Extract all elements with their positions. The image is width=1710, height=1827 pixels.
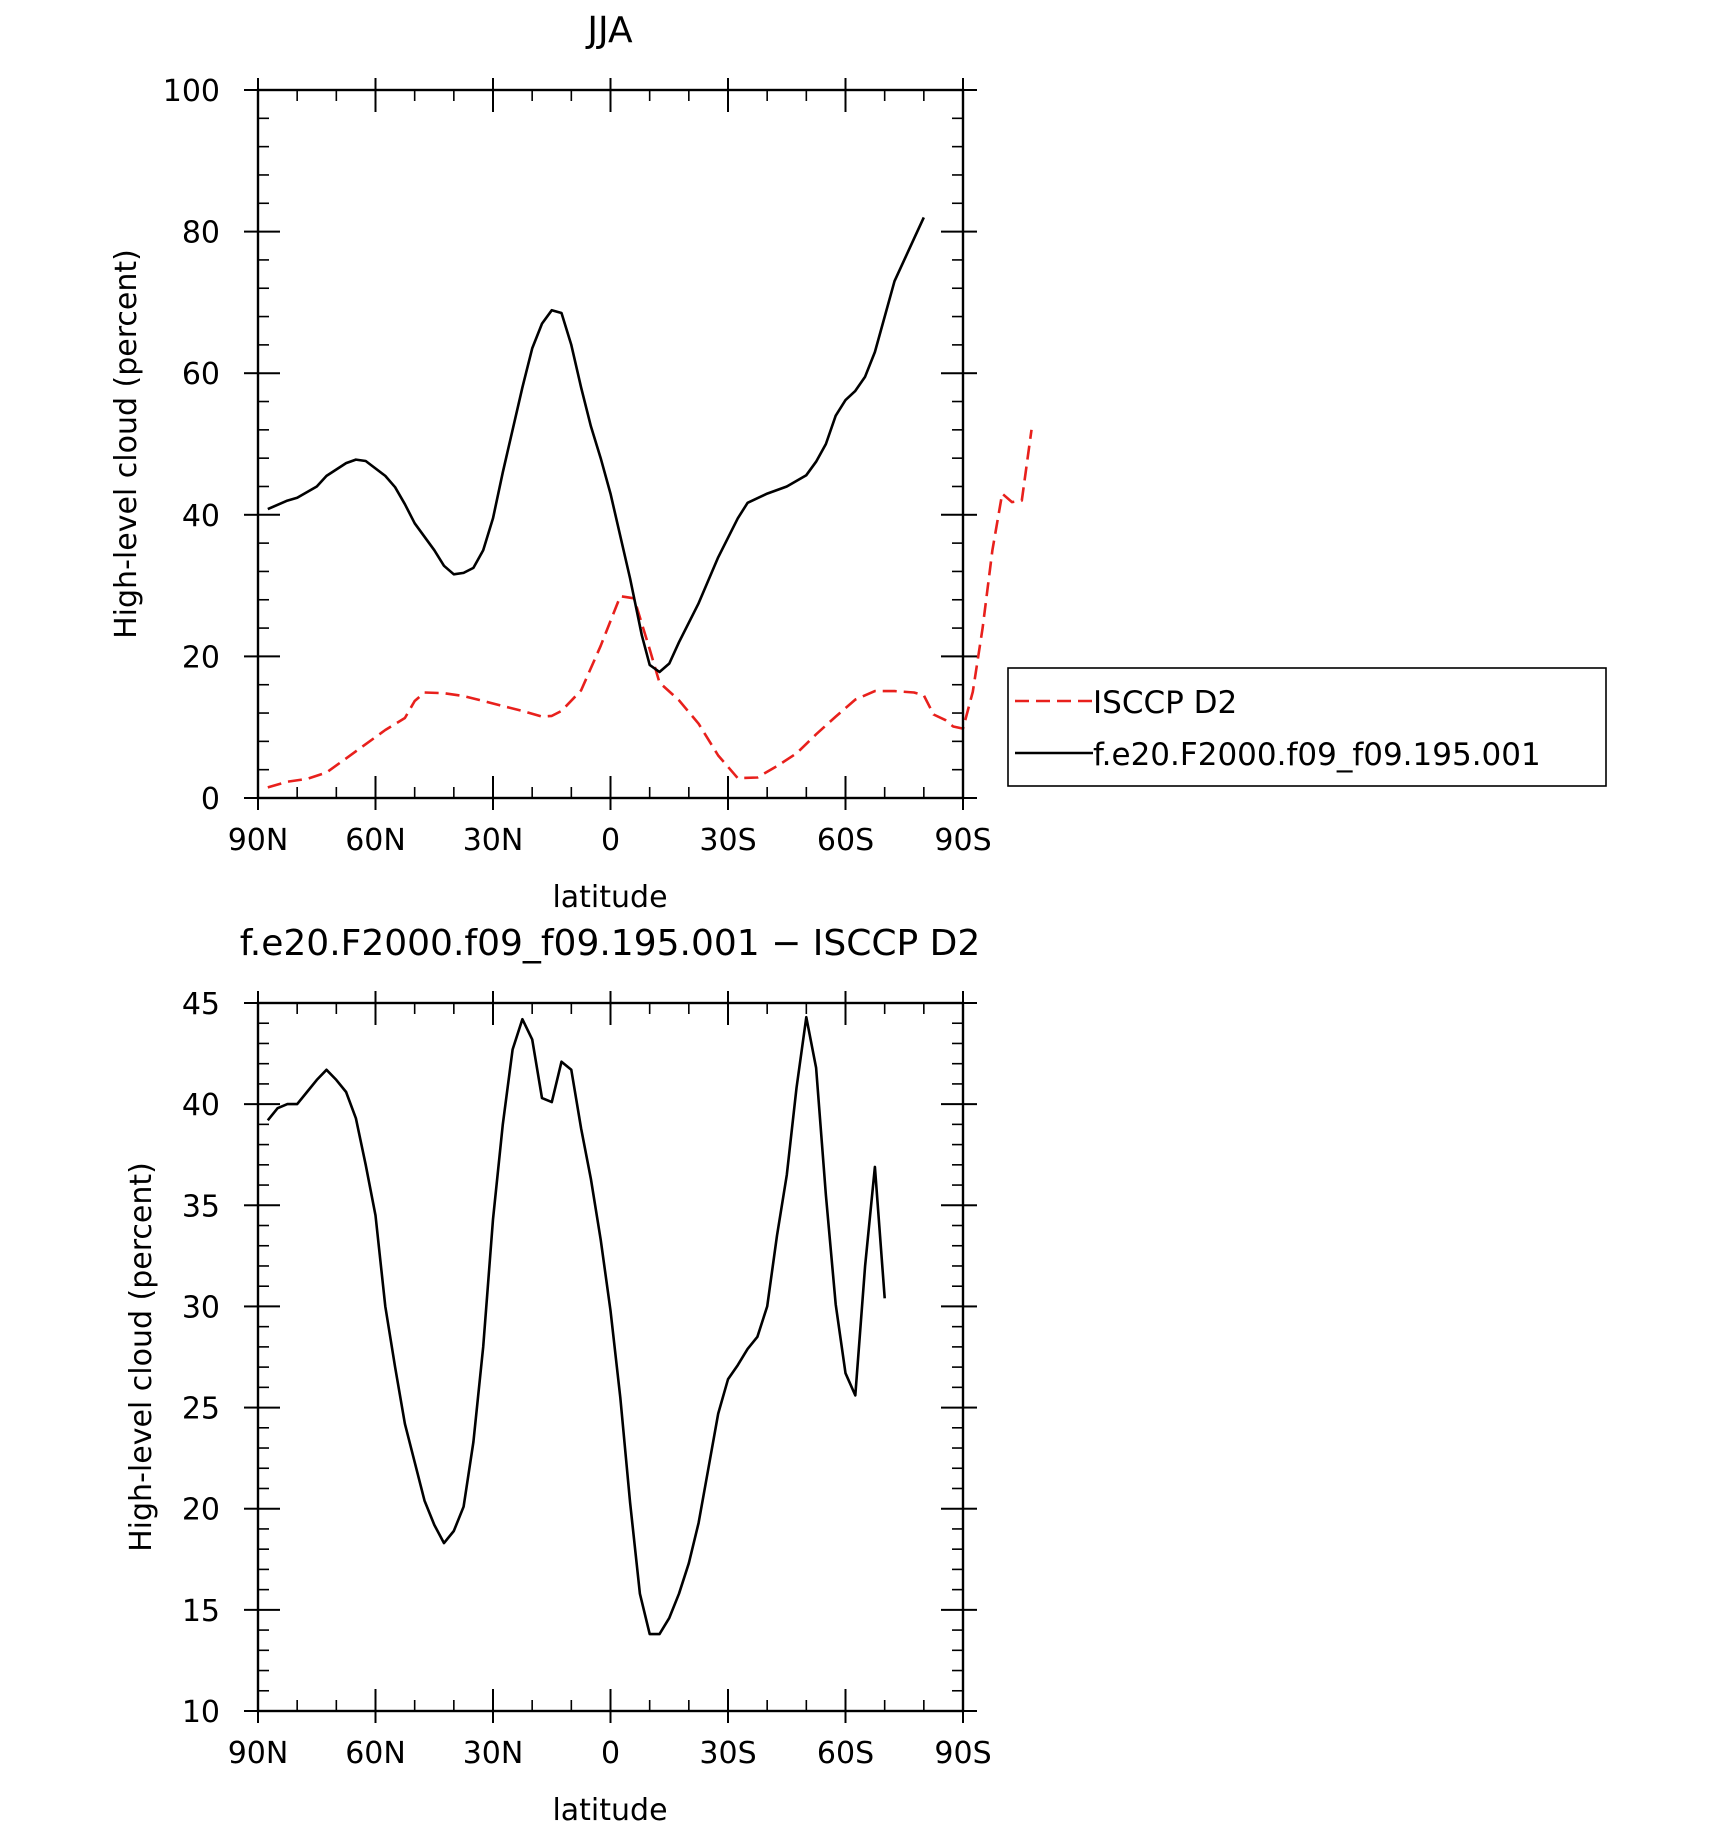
top-series-line-1 — [267, 216, 925, 674]
bottom-x-tick-label: 30S — [699, 1736, 756, 1771]
bottom-chart-ticks: 90N 60N 30N 0 30S 60S 90S 10 15 20 25 30 35 40 45 — [182, 987, 992, 1771]
bottom-x-tick-label: 90N — [228, 1736, 289, 1771]
top-chart-xlabel: latitude — [552, 880, 667, 915]
legend-label-isccp: ISCCP D2 — [1093, 685, 1237, 721]
bottom-x-tick-label: 30N — [463, 1736, 524, 1771]
legend: ISCCP D2 f.e20.F2000.f09_f09.195.001 — [1007, 667, 1607, 787]
bottom-y-tick-label: 10 — [182, 1695, 220, 1730]
top-x-tick-label: 0 — [601, 823, 620, 858]
top-y-tick-label: 60 — [182, 357, 220, 392]
bottom-y-tick-label: 30 — [182, 1290, 220, 1325]
top-x-tick-label: 30N — [463, 823, 524, 858]
top-chart-series — [267, 216, 1033, 789]
top-y-tick-label: 40 — [182, 499, 220, 534]
top-plot-frame — [256, 88, 965, 800]
bottom-y-tick-label: 40 — [182, 1088, 220, 1123]
top-y-tick-label: 20 — [182, 640, 220, 675]
bottom-plot-frame — [256, 1001, 965, 1713]
bottom-series-line-0 — [266, 1015, 886, 1636]
top-x-tick-label: 60N — [345, 823, 406, 858]
bottom-y-tick-label: 35 — [182, 1189, 220, 1224]
bottom-x-tick-label: 60S — [817, 1736, 874, 1771]
bottom-y-tick-label: 20 — [182, 1493, 220, 1528]
top-series-line-0 — [267, 429, 1033, 789]
bottom-x-tick-label: 0 — [601, 1736, 620, 1771]
top-chart-ylabel: High-level cloud (percent) — [109, 249, 144, 639]
top-x-tick-label: 90S — [934, 823, 991, 858]
bottom-x-tick-label: 60N — [345, 1736, 406, 1771]
legend-label-model: f.e20.F2000.f09_f09.195.001 — [1093, 737, 1541, 773]
top-chart-title: JJA — [585, 10, 633, 51]
bottom-x-tick-label: 90S — [934, 1736, 991, 1771]
top-y-tick-label: 100 — [163, 74, 220, 109]
bottom-y-tick-label: 15 — [182, 1594, 220, 1629]
bottom-chart-series — [266, 1015, 886, 1636]
bottom-chart-ylabel: High-level cloud (percent) — [124, 1162, 159, 1552]
top-panel: JJA 90N 60N 30N 0 30S 60S 90S 0 20 40 60 80 100 lati… — [109, 10, 1033, 915]
legend-box — [1007, 667, 1607, 787]
bottom-panel: f.e20.F2000.f09_f09.195.001 − ISCCP D2 9… — [124, 923, 992, 1827]
bottom-y-tick-label: 25 — [182, 1392, 220, 1427]
top-y-tick-label: 80 — [182, 216, 220, 251]
bottom-y-tick-label: 45 — [182, 987, 220, 1022]
top-x-tick-label: 60S — [817, 823, 874, 858]
bottom-chart-title: f.e20.F2000.f09_f09.195.001 − ISCCP D2 — [240, 923, 981, 964]
top-y-tick-label: 0 — [201, 782, 220, 817]
top-x-tick-label: 90N — [228, 823, 289, 858]
top-x-tick-label: 30S — [699, 823, 756, 858]
bottom-chart-xlabel: latitude — [552, 1793, 667, 1827]
top-chart-ticks: 90N 60N 30N 0 30S 60S 90S 0 20 40 60 80 100 — [163, 74, 992, 858]
